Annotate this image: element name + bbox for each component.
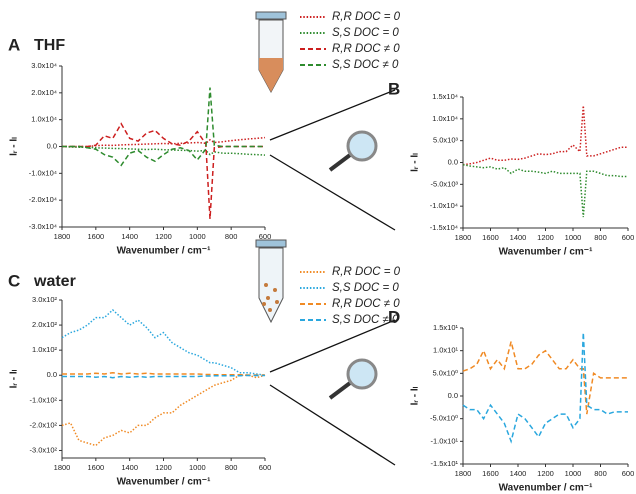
x-tick-label: 1400 <box>510 233 527 242</box>
x-axis-label: Wavenumber / cm⁻¹ <box>117 246 211 257</box>
y-tick-label: 1.0x10² <box>32 345 58 354</box>
y-tick-label: -1.0x10⁴ <box>430 201 458 210</box>
y-tick-label: -2.0x10² <box>29 420 57 429</box>
zoom-line <box>269 384 396 466</box>
zoom-line <box>269 319 396 373</box>
panel-title: water <box>33 273 76 290</box>
y-tick-label: -1.5x10¹ <box>430 459 458 468</box>
zoom-line <box>269 154 396 231</box>
y-axis-label: Iᵣ - Iₗ <box>9 369 20 388</box>
series-line <box>62 87 265 167</box>
y-tick-label: -2.0x10⁴ <box>29 195 57 204</box>
x-tick-label: 800 <box>594 469 607 478</box>
series-line <box>61 145 266 156</box>
legend-label: S,S DOC = 0 <box>332 27 399 39</box>
y-tick-label: 2.0x10² <box>32 320 58 329</box>
series-line <box>462 341 628 415</box>
x-tick-label: 1400 <box>121 463 138 472</box>
series-line <box>462 332 628 444</box>
y-tick-label: -3.0x10⁴ <box>29 222 57 231</box>
y-tick-label: 5.0x10⁰ <box>432 368 458 377</box>
y-tick-label: 1.5x10¹ <box>433 323 459 332</box>
series-line <box>61 308 266 376</box>
x-tick-label: 1200 <box>537 469 554 478</box>
legend-label: R,R DOC = 0 <box>332 266 401 278</box>
x-tick-label: 1000 <box>565 469 582 478</box>
panel-title: THF <box>34 37 65 54</box>
y-axis-label: Iᵣ - Iₗ <box>410 386 421 405</box>
x-tick-label: 1200 <box>155 463 172 472</box>
panel-label: A <box>8 35 20 54</box>
zoom-line <box>269 89 396 141</box>
y-axis-label: Iᵣ - Iₗ <box>9 137 20 156</box>
x-tick-label: 1800 <box>455 233 472 242</box>
x-axis-label: Wavenumber / cm⁻¹ <box>117 477 211 488</box>
y-tick-label: -1.5x10⁴ <box>430 223 458 232</box>
y-tick-label: 1.0x10¹ <box>433 346 459 355</box>
x-tick-label: 1800 <box>455 469 472 478</box>
x-tick-label: 800 <box>594 233 607 242</box>
magnifier <box>328 358 378 400</box>
x-tick-label: 1000 <box>565 233 582 242</box>
y-tick-label: 1.0x10⁴ <box>432 114 458 123</box>
series-line <box>61 374 266 447</box>
x-axis-label: Wavenumber / cm⁻¹ <box>499 483 593 494</box>
series-line <box>62 374 265 379</box>
legend-label: S,S DOC ≠ 0 <box>332 59 399 71</box>
x-tick-label: 600 <box>259 232 272 241</box>
y-tick-label: 0.0 <box>448 391 458 400</box>
x-tick-label: 1200 <box>537 233 554 242</box>
x-tick-label: 1800 <box>54 463 71 472</box>
series-line <box>62 136 266 148</box>
x-tick-label: 800 <box>225 232 238 241</box>
legend-label: S,S DOC ≠ 0 <box>332 314 399 326</box>
y-tick-label: -3.0x10² <box>29 445 57 454</box>
y-tick-label: 2.0x10⁴ <box>31 88 57 97</box>
series-line <box>462 105 628 166</box>
magnifier <box>328 130 378 172</box>
x-tick-label: 800 <box>225 463 238 472</box>
x-tick-label: 1600 <box>482 233 499 242</box>
y-tick-label: -5.0x10³ <box>430 179 458 188</box>
y-tick-label: 1.0x10⁴ <box>31 115 57 124</box>
panel-label: B <box>388 79 400 98</box>
y-tick-label: 3.0x10² <box>32 295 58 304</box>
x-tick-label: 1000 <box>189 232 206 241</box>
y-tick-label: 5.0x10³ <box>433 136 459 145</box>
y-tick-label: -1.0x10⁴ <box>29 168 57 177</box>
x-tick-label: 1800 <box>54 232 71 241</box>
y-tick-label: 0.0 <box>47 141 57 150</box>
series-line <box>462 163 628 218</box>
y-tick-label: 1.5x10⁴ <box>432 92 458 101</box>
x-tick-label: 1600 <box>87 232 104 241</box>
y-tick-label: -5.0x10⁰ <box>430 414 458 423</box>
x-tick-label: 1400 <box>510 469 527 478</box>
legend-label: R,R DOC ≠ 0 <box>332 298 400 310</box>
legend-label: S,S DOC = 0 <box>332 282 399 294</box>
series-line <box>62 371 265 376</box>
x-tick-label: 1400 <box>121 232 138 241</box>
x-tick-label: 600 <box>622 469 635 478</box>
x-tick-label: 1200 <box>155 232 172 241</box>
y-tick-label: 0.0 <box>47 370 57 379</box>
panel-label: D <box>388 307 400 326</box>
panel-label: C <box>8 271 20 290</box>
y-axis-label: Iᵣ - Iₗ <box>410 153 421 172</box>
x-tick-label: 1600 <box>482 469 499 478</box>
x-tick-label: 600 <box>622 233 635 242</box>
y-tick-label: 0.0 <box>448 157 458 166</box>
y-tick-label: -1.0x10² <box>29 395 57 404</box>
x-tick-label: 1600 <box>87 463 104 472</box>
x-tick-label: 1000 <box>189 463 206 472</box>
y-tick-label: -1.0x10¹ <box>430 436 458 445</box>
series-line <box>62 122 265 219</box>
legend-label: R,R DOC ≠ 0 <box>332 43 400 55</box>
tube-icon <box>255 11 287 94</box>
y-tick-label: 3.0x10⁴ <box>31 61 57 70</box>
x-axis-label: Wavenumber / cm⁻¹ <box>499 247 593 258</box>
x-tick-label: 600 <box>259 463 272 472</box>
legend-label: R,R DOC = 0 <box>332 11 401 23</box>
tube-icon <box>255 239 287 324</box>
